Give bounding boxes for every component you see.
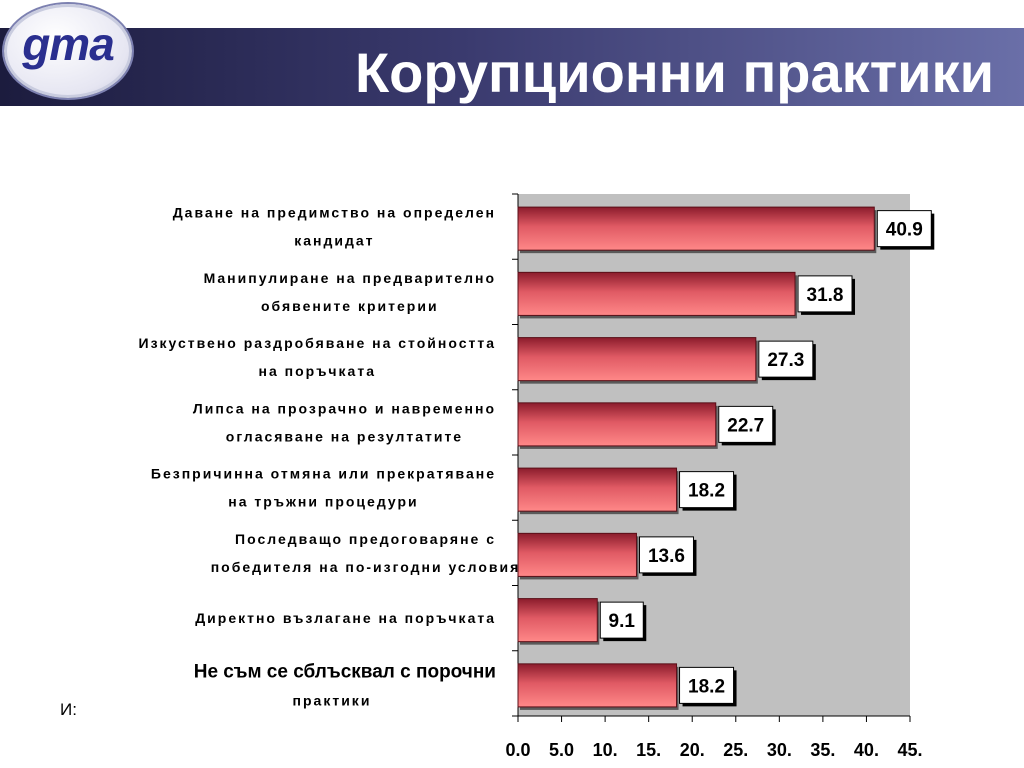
- bar: [517, 467, 678, 512]
- category-label: Директно възлагане на поръчката: [195, 610, 496, 626]
- source-note: И:: [60, 700, 77, 719]
- bar: [517, 337, 757, 382]
- category-label: Изкуствено раздробяване на стойността: [139, 335, 497, 351]
- bar: [517, 206, 875, 251]
- page-title: Корупционни практики: [354, 41, 994, 104]
- x-tick-label: 45.: [897, 740, 922, 760]
- x-tick-label: 35.: [810, 740, 835, 760]
- value-label-box: [679, 471, 735, 509]
- value-label-box: [758, 340, 814, 378]
- bar: [517, 402, 717, 447]
- x-tick-label: 40.: [854, 740, 879, 760]
- value-label-box: [876, 210, 932, 248]
- value-label: 18.2: [688, 481, 725, 502]
- category-label: на тръжни процедури: [228, 494, 418, 510]
- category-label: Не съм се сблъсквал с порочни: [194, 661, 496, 682]
- value-label-box: [718, 405, 774, 443]
- x-tick-label: 25.: [723, 740, 748, 760]
- x-tick-label: 15.: [636, 740, 661, 760]
- category-label: Последващо предоговаряне с: [235, 531, 496, 547]
- category-label: Липса на прозрачно и навременно: [193, 400, 496, 416]
- bar: [517, 663, 678, 708]
- category-label: Даване на предимство на определен: [173, 205, 496, 221]
- value-label-box: [599, 601, 644, 639]
- category-label: Безпричинна отмяна или прекратяване: [151, 466, 496, 482]
- value-label: 9.1: [609, 611, 636, 632]
- x-tick-label: 10.: [593, 740, 618, 760]
- value-label: 18.2: [688, 676, 725, 697]
- gma-logo: gma: [4, 4, 132, 98]
- category-label: практики: [293, 692, 372, 708]
- x-tick-label: 20.: [680, 740, 705, 760]
- category-label: огласяване на резултатите: [226, 428, 463, 444]
- value-label: 31.8: [807, 285, 844, 306]
- value-label: 27.3: [767, 350, 804, 371]
- value-label-box: [679, 666, 735, 704]
- bar: [517, 532, 637, 577]
- bar: [517, 598, 598, 643]
- category-label: кандидат: [294, 233, 374, 249]
- logo-text: gma: [22, 18, 115, 70]
- category-label: на поръчката: [259, 363, 376, 379]
- x-tick-label: 5.0: [549, 740, 574, 760]
- value-label-box: [797, 275, 853, 313]
- x-tick-label: 30.: [767, 740, 792, 760]
- category-label: обявените критерии: [261, 298, 439, 314]
- category-label: победителя на по-изгодни условия: [211, 559, 521, 575]
- title-bar: [0, 28, 1024, 106]
- value-label: 40.9: [886, 220, 923, 241]
- value-label: 13.6: [648, 546, 685, 567]
- value-label: 22.7: [727, 415, 764, 436]
- bar: [517, 271, 796, 316]
- value-label-box: [638, 536, 694, 574]
- x-tick-label: 0.0: [505, 740, 530, 760]
- category-label: Манипулиране на предварително: [204, 270, 496, 286]
